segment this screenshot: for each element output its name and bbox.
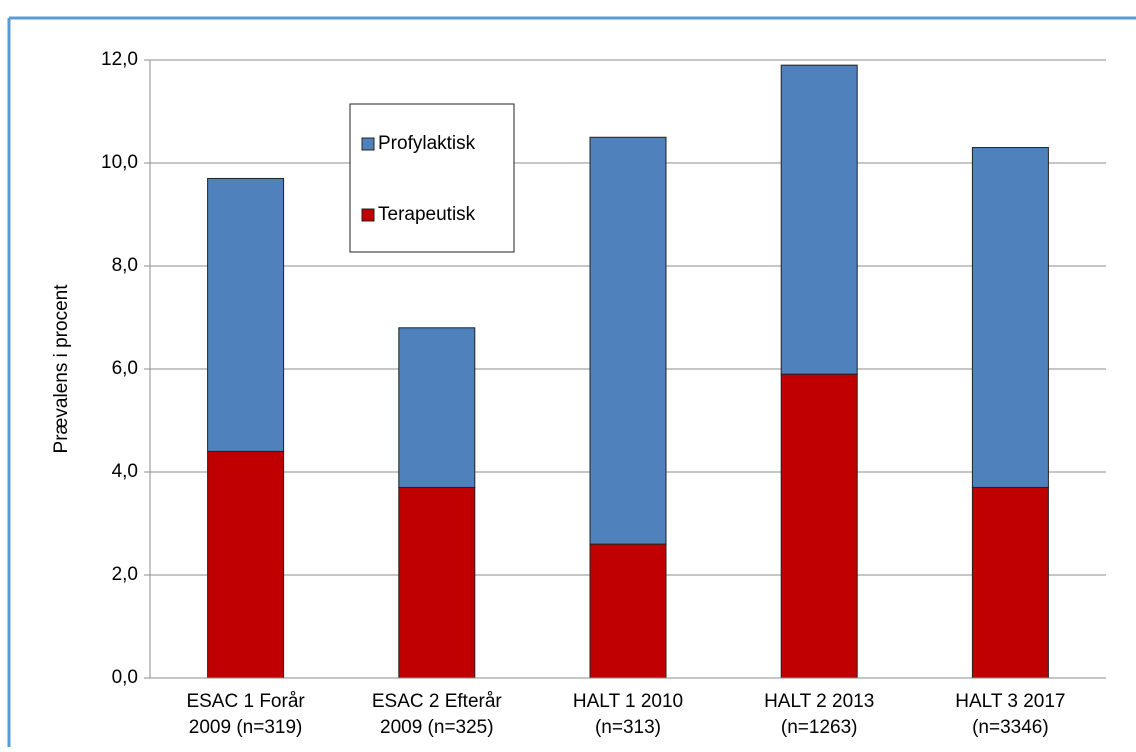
bar-segment [589, 136, 667, 545]
y-tick-label: 2,0 [112, 564, 138, 585]
y-tick-label: 12,0 [101, 49, 138, 70]
y-tick-label: 0,0 [112, 667, 138, 688]
x-tick-label: HALT 3 2017 [955, 691, 1065, 712]
x-tick-label: ESAC 1 Forår [186, 691, 305, 712]
bar-segment [398, 486, 476, 679]
x-tick-label: 2009 (n=325) [380, 717, 494, 738]
legend-swatch [361, 137, 375, 151]
bar-segment [589, 543, 667, 679]
bar-segment [207, 450, 285, 679]
legend-swatch [361, 208, 375, 222]
y-axis-title: Prævalens i procent [51, 284, 72, 454]
bar-segment [207, 177, 285, 452]
y-tick-label: 6,0 [112, 358, 138, 379]
x-tick-label: (n=1263) [781, 717, 858, 738]
legend-label: Terapeutisk [378, 204, 476, 225]
bar-segment [780, 64, 858, 375]
x-tick-label: (n=313) [595, 717, 661, 738]
y-tick-label: 10,0 [101, 152, 138, 173]
bar-segment [971, 486, 1049, 679]
y-tick-label: 8,0 [112, 255, 138, 276]
x-tick-label: (n=3346) [972, 717, 1049, 738]
x-tick-label: HALT 1 2010 [573, 691, 683, 712]
x-tick-label: 2009 (n=319) [189, 717, 303, 738]
legend-label: Profylaktisk [378, 133, 476, 154]
x-tick-label: ESAC 2 Efterår [372, 691, 503, 712]
bar-segment [971, 147, 1049, 488]
bar-segment [398, 327, 476, 488]
bar-segment [780, 373, 858, 679]
x-tick-label: HALT 2 2013 [764, 691, 874, 712]
y-tick-label: 4,0 [112, 461, 138, 482]
legend-box [349, 103, 515, 253]
